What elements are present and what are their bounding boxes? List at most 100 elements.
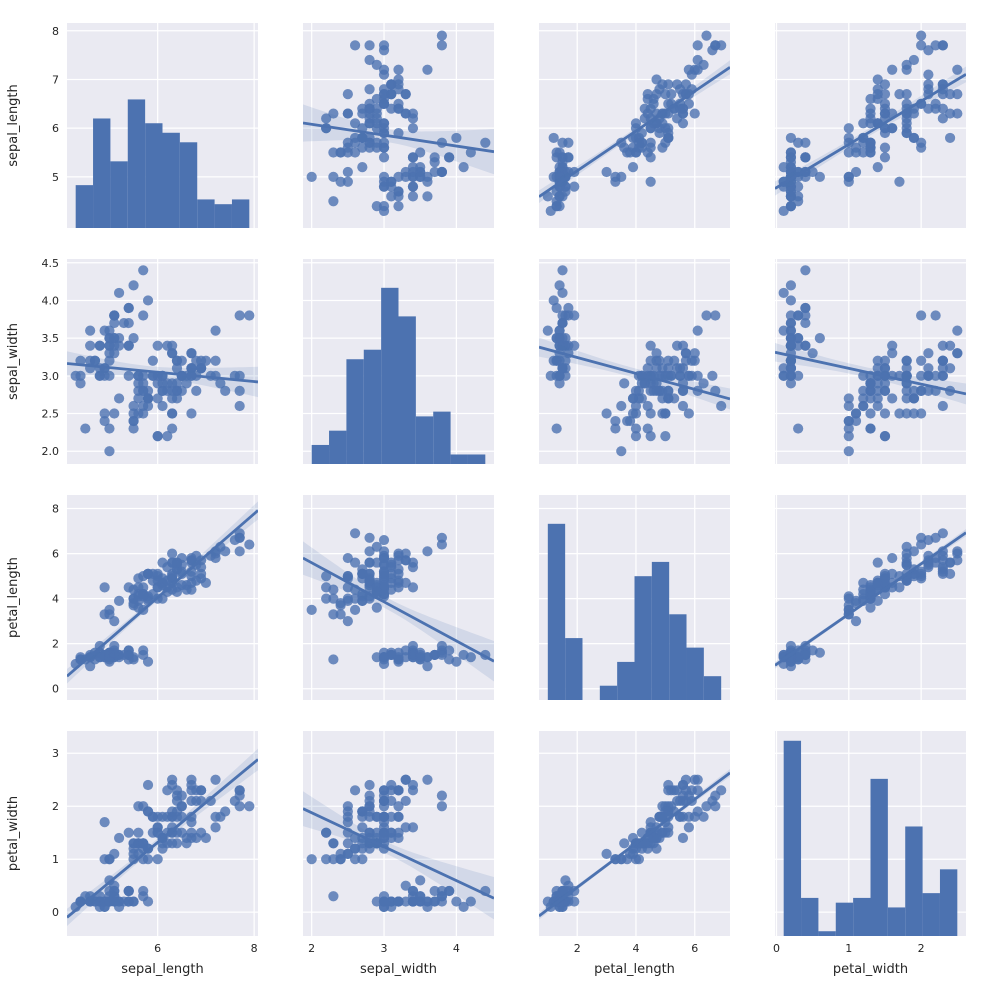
y-tick-label: 4.5 bbox=[42, 257, 60, 270]
scatter-points bbox=[70, 528, 255, 672]
hist-bar bbox=[547, 523, 566, 700]
diag-cell-sepal_width bbox=[303, 259, 494, 464]
regression-line bbox=[67, 362, 258, 384]
y-tick-label: 7 bbox=[52, 73, 59, 86]
regression-line bbox=[303, 556, 494, 663]
hist-bar bbox=[634, 576, 652, 700]
gridlines bbox=[303, 495, 494, 700]
y-tick-label: 1 bbox=[52, 853, 59, 866]
x-tick-label: 3 bbox=[381, 942, 388, 955]
regression-line bbox=[67, 758, 258, 919]
hist-bar bbox=[75, 185, 94, 228]
x-tick-label: 2 bbox=[574, 942, 581, 955]
histogram-sepal_length bbox=[75, 99, 250, 228]
cell-petal_length-vs-petal_width bbox=[775, 495, 966, 700]
hist-bar bbox=[686, 647, 704, 700]
regression-line bbox=[775, 350, 966, 396]
hist-bar bbox=[450, 454, 468, 464]
hist-bar bbox=[565, 638, 583, 700]
hist-bar bbox=[703, 676, 722, 700]
y-tick-label: 2.0 bbox=[42, 445, 60, 458]
x-axis-label-petal_length: petal_length bbox=[594, 962, 675, 977]
cell-petal_width-vs-sepal_width bbox=[303, 731, 494, 936]
cell-sepal_width-vs-petal_width bbox=[775, 259, 966, 464]
hist-bar bbox=[801, 897, 819, 936]
y-axis-label-sepal_length: sepal_length bbox=[6, 84, 21, 167]
cell-petal_length-vs-sepal_width bbox=[303, 495, 494, 700]
hist-bar bbox=[145, 123, 163, 228]
gridlines bbox=[775, 23, 966, 228]
regression-line bbox=[775, 73, 966, 190]
y-tick-label: 2 bbox=[52, 800, 59, 813]
regression-line bbox=[303, 121, 494, 154]
regression-line bbox=[539, 345, 730, 401]
confidence-band bbox=[67, 351, 258, 398]
regression-line bbox=[539, 771, 730, 918]
hist-bar bbox=[110, 161, 128, 228]
confidence-band bbox=[303, 104, 494, 175]
hist-bar bbox=[415, 416, 434, 464]
hist-bar bbox=[922, 893, 940, 936]
regression-line bbox=[303, 807, 494, 900]
scatter-points bbox=[778, 30, 963, 217]
hist-bar bbox=[853, 897, 871, 936]
y-axis-label-sepal_width: sepal_width bbox=[6, 323, 21, 400]
hist-bar bbox=[346, 359, 364, 464]
y-tick-label: 8 bbox=[52, 25, 59, 38]
hist-bar bbox=[783, 740, 802, 936]
hist-bar bbox=[231, 199, 250, 228]
cell-sepal_length-vs-sepal_width bbox=[303, 23, 494, 228]
diag-cell-petal_length bbox=[539, 495, 730, 700]
hist-bar bbox=[887, 907, 906, 936]
hist-bar bbox=[939, 869, 958, 936]
y-tick-label: 2.5 bbox=[42, 408, 60, 421]
x-tick-label: 1 bbox=[845, 942, 852, 955]
scatter-points bbox=[542, 30, 727, 217]
x-tick-label: 6 bbox=[691, 942, 698, 955]
hist-bar bbox=[617, 661, 635, 700]
diag-cell-sepal_length bbox=[67, 23, 258, 228]
y-tick-label: 3 bbox=[52, 747, 59, 760]
y-tick-label: 4 bbox=[52, 593, 59, 606]
cell-petal_width-vs-petal_length bbox=[539, 731, 730, 936]
regression-line bbox=[539, 66, 730, 198]
x-axis-label-sepal_width: sepal_width bbox=[360, 962, 437, 977]
axis-labels: 6 8 sepal_length 2 3 4 sepal_width 2 4 6 petal_len… bbox=[6, 25, 925, 977]
x-tick-label: 0 bbox=[773, 942, 780, 955]
cell-sepal_width-vs-sepal_length bbox=[67, 259, 258, 464]
y-tick-label: 0 bbox=[52, 683, 59, 696]
scatter-points bbox=[306, 30, 491, 217]
y-tick-label: 6 bbox=[52, 548, 59, 561]
x-tick-label: 4 bbox=[453, 942, 460, 955]
y-axis-label-petal_width: petal_width bbox=[6, 796, 21, 871]
hist-bar bbox=[127, 99, 146, 228]
hist-bar bbox=[651, 561, 670, 700]
hist-bar bbox=[197, 199, 215, 228]
x-axis-label-petal_width: petal_width bbox=[833, 962, 908, 977]
cell-petal_width-vs-sepal_length bbox=[67, 731, 258, 936]
x-tick-label: 8 bbox=[251, 942, 258, 955]
scatter-points bbox=[542, 265, 727, 457]
hist-bar bbox=[311, 444, 330, 464]
hist-bar bbox=[162, 132, 180, 228]
hist-bar bbox=[93, 118, 111, 228]
y-tick-label: 2 bbox=[52, 638, 59, 651]
y-tick-label: 3.5 bbox=[42, 332, 60, 345]
confidence-band bbox=[303, 791, 494, 920]
hist-bar bbox=[818, 931, 836, 936]
y-tick-label: 6 bbox=[52, 122, 59, 135]
y-axis-label-petal_length: petal_length bbox=[6, 557, 21, 638]
cell-petal_length-vs-sepal_length bbox=[67, 495, 258, 700]
hist-bar bbox=[179, 142, 198, 228]
x-tick-label: 2 bbox=[308, 942, 315, 955]
y-tick-label: 0 bbox=[52, 906, 59, 919]
regression-line bbox=[775, 531, 966, 667]
hist-bar bbox=[599, 685, 618, 700]
y-tick-label: 8 bbox=[52, 503, 59, 516]
hist-bar bbox=[467, 454, 486, 464]
hist-bar bbox=[214, 204, 232, 228]
hist-bar bbox=[363, 349, 382, 464]
x-tick-label: 4 bbox=[632, 942, 639, 955]
